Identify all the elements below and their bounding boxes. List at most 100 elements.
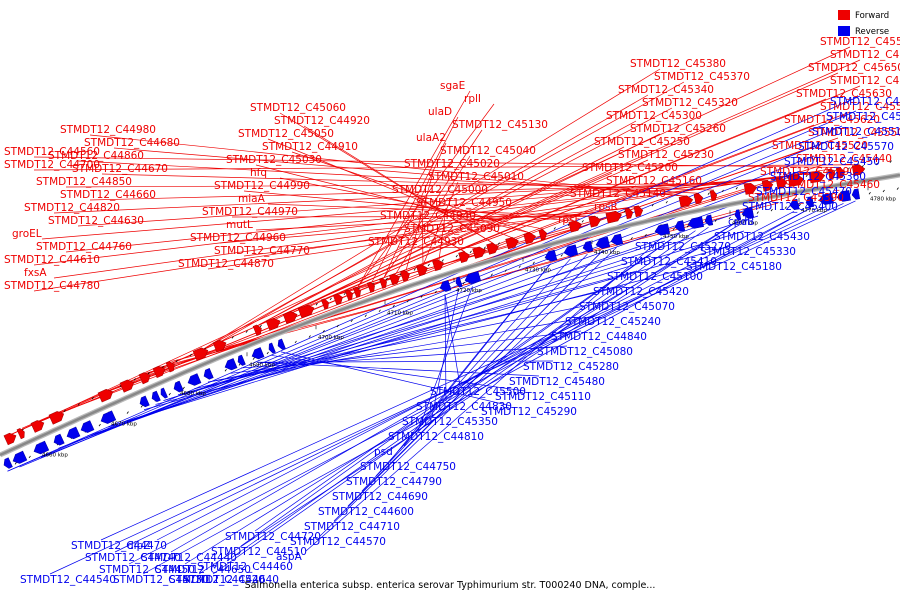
reverse-gene-label[interactable]: STMDT12_C44460 <box>197 561 293 573</box>
reverse-gene-arrow[interactable] <box>687 216 704 230</box>
reverse-gene-label[interactable]: STMDT12_C45100 <box>607 271 703 283</box>
forward-gene-arrow[interactable] <box>505 236 520 250</box>
reverse-gene-label[interactable]: STMDT12_C44730 <box>113 574 209 586</box>
reverse-gene-label[interactable]: STMDT12_C44540 <box>20 574 116 586</box>
forward-gene-arrow[interactable] <box>30 418 46 433</box>
reverse-gene-arrow[interactable] <box>32 440 50 456</box>
forward-gene-label[interactable]: STMDT12_C45050 <box>238 128 334 140</box>
reverse-gene-arrow[interactable] <box>186 373 202 388</box>
forward-gene-label[interactable]: STMDT12_C45090 <box>404 223 500 235</box>
reverse-gene-label[interactable]: STMDT12_C44440 <box>141 552 237 564</box>
reverse-gene-label[interactable]: STMDT12_C45070 <box>579 301 675 313</box>
reverse-gene-label[interactable]: STMDT12_C44520 <box>169 574 265 586</box>
reverse-gene-arrow[interactable] <box>236 354 246 367</box>
forward-gene-label[interactable]: STMDT12_C45590 <box>820 36 900 48</box>
forward-gene-arrow[interactable] <box>787 174 805 187</box>
forward-gene-arrow[interactable] <box>851 164 866 176</box>
forward-gene-label[interactable]: STMDT12_C45250 <box>594 136 690 148</box>
forward-gene-label[interactable]: STMDT12_C45520 <box>772 140 868 152</box>
reverse-gene-arrow[interactable] <box>654 223 671 237</box>
forward-gene-label[interactable]: STMDT12_C45440 <box>796 153 892 165</box>
reverse-gene-label[interactable]: STMDT12_C44510 <box>211 546 307 558</box>
forward-gene-label[interactable]: STMDT12_C45370 <box>654 71 750 83</box>
reverse-gene-label[interactable]: STMDT12_C45180 <box>686 261 782 273</box>
reverse-gene-arrow[interactable] <box>159 387 168 399</box>
forward-gene-label[interactable]: STMDT12_C44630 <box>48 215 144 227</box>
reverse-gene-label[interactable]: STMDT12_C45330 <box>700 246 796 258</box>
forward-gene-label[interactable]: STMDT12_C45550 <box>808 127 900 139</box>
reverse-gene-label[interactable]: STMDT12_C45400 <box>742 201 838 213</box>
reverse-gene-label[interactable]: psd <box>374 446 393 458</box>
reverse-gene-arrow[interactable] <box>851 188 861 200</box>
reverse-gene-arrow[interactable] <box>2 457 13 470</box>
reverse-gene-label[interactable]: STMDT12_C45640 <box>830 96 900 108</box>
reverse-gene-arrow[interactable] <box>734 209 742 221</box>
forward-gene-label[interactable]: STMDT12_C45320 <box>642 97 738 109</box>
reverse-gene-label[interactable]: STMDT12_C44750 <box>360 461 456 473</box>
forward-gene-arrow[interactable] <box>624 207 634 220</box>
forward-gene-arrow[interactable] <box>588 215 602 228</box>
forward-gene-label[interactable]: STMDT12_C45020 <box>404 158 500 170</box>
forward-gene-label[interactable]: ulaD <box>428 106 452 118</box>
forward-gene-label[interactable]: STMDT12_C44860 <box>48 150 144 162</box>
reverse-gene-arrow[interactable] <box>818 192 834 205</box>
reverse-gene-label[interactable]: STMDT12_C45360 <box>770 171 866 183</box>
forward-gene-label[interactable]: STMDT12_C44770 <box>214 245 310 257</box>
forward-gene-arrow[interactable] <box>633 205 644 218</box>
forward-gene-arrow[interactable] <box>538 228 548 241</box>
reverse-gene-arrow[interactable] <box>464 270 482 285</box>
forward-gene-label[interactable]: STMDT12_C45540 <box>830 75 900 87</box>
reverse-gene-label[interactable]: STMDT12_C44790 <box>346 476 442 488</box>
reverse-gene-label[interactable]: STMDT12_C45500 <box>430 386 526 398</box>
reverse-gene-label[interactable]: dipZ <box>127 540 150 552</box>
reverse-gene-arrow[interactable] <box>79 420 95 435</box>
forward-gene-arrow[interactable] <box>709 190 718 202</box>
forward-gene-label[interactable]: STMDT12_C45000 <box>392 184 488 196</box>
reverse-gene-arrow[interactable] <box>455 276 463 288</box>
reverse-gene-arrow[interactable] <box>595 236 611 250</box>
reverse-gene-arrow[interactable] <box>741 206 755 219</box>
reverse-gene-label[interactable]: STMDT12_C44570 <box>290 536 386 548</box>
reverse-gene-label[interactable]: STMDT12_C44600 <box>318 506 414 518</box>
reverse-gene-label[interactable]: STMDT12_C44450 <box>99 564 195 576</box>
forward-gene-label[interactable]: STMDT12_C44820 <box>24 202 120 214</box>
reverse-gene-label[interactable]: STMDT12_C44840 <box>551 331 647 343</box>
reverse-gene-arrow[interactable] <box>582 240 594 253</box>
forward-gene-label[interactable]: STMDT12_C45620 <box>784 114 880 126</box>
reverse-gene-arrow[interactable] <box>11 450 28 466</box>
forward-gene-arrow[interactable] <box>775 177 788 189</box>
reverse-gene-label[interactable]: STMDT12_C45290 <box>481 406 577 418</box>
reverse-gene-label[interactable]: STMDT12_C44690 <box>332 491 428 503</box>
forward-gene-label[interactable]: mutL <box>226 219 253 231</box>
forward-gene-arrow[interactable] <box>367 281 376 293</box>
reverse-gene-arrow[interactable] <box>805 196 815 208</box>
reverse-gene-label[interactable]: STMDT12_C45480 <box>509 376 605 388</box>
reverse-gene-label[interactable]: STMDT12_C45470 <box>756 186 852 198</box>
reverse-gene-label[interactable]: STMDT12_C45410 <box>621 256 717 268</box>
reverse-gene-label[interactable]: STMDT12_C45110 <box>495 391 591 403</box>
forward-gene-label[interactable]: STMDT12_C45130 <box>452 119 548 131</box>
reverse-gene-arrow[interactable] <box>704 214 714 226</box>
forward-gene-arrow[interactable] <box>16 427 27 440</box>
forward-gene-arrow[interactable] <box>282 310 299 325</box>
forward-gene-arrow[interactable] <box>678 195 694 208</box>
forward-gene-label[interactable]: STMDT12_C45200 <box>582 162 678 174</box>
forward-gene-label[interactable]: STMDT12_C44960 <box>190 232 286 244</box>
reverse-gene-label[interactable]: STMDT12_C44640 <box>183 574 279 586</box>
reverse-gene-arrow[interactable] <box>563 244 579 258</box>
forward-gene-label[interactable]: hfq <box>250 167 267 179</box>
forward-gene-arrow[interactable] <box>835 167 846 179</box>
reverse-gene-arrow[interactable] <box>138 395 150 408</box>
forward-gene-label[interactable]: STMDT12_C44870 <box>178 258 274 270</box>
forward-gene-label[interactable]: STMDT12_C45040 <box>440 145 536 157</box>
reverse-gene-label[interactable]: STMDT12_C45570 <box>798 141 894 153</box>
forward-gene-label[interactable]: STMDT12_C44700 <box>4 159 100 171</box>
forward-gene-arrow[interactable] <box>605 210 623 224</box>
forward-gene-arrow[interactable] <box>416 263 429 277</box>
forward-gene-label[interactable]: STMDT12_C44850 <box>36 176 132 188</box>
forward-gene-label[interactable]: STMDT12_C44680 <box>84 137 180 149</box>
forward-gene-label[interactable]: rpsR <box>594 201 618 213</box>
forward-gene-label[interactable]: STMDT12_C45160 <box>606 175 702 187</box>
reverse-gene-label[interactable]: STMDT12_C44720 <box>225 531 321 543</box>
forward-gene-arrow[interactable] <box>472 245 487 259</box>
